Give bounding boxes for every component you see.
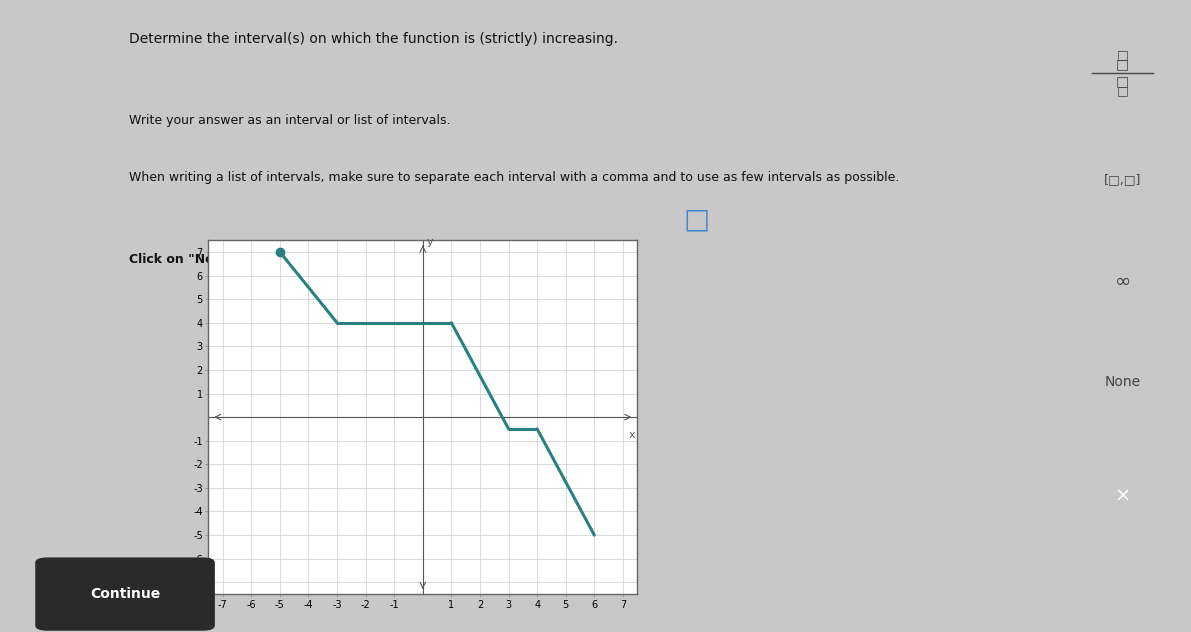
Text: ×: × [1115, 487, 1130, 506]
Text: x: x [629, 430, 635, 440]
Text: Write your answer as an interval or list of intervals.: Write your answer as an interval or list… [129, 114, 450, 127]
Text: □: □ [1117, 84, 1128, 97]
Text: □: □ [1117, 48, 1128, 61]
Text: [□,□]: [□,□] [1104, 174, 1141, 186]
Text: □
□: □ □ [1116, 58, 1129, 88]
Text: Continue: Continue [91, 587, 160, 601]
Text: ∞: ∞ [1115, 272, 1130, 291]
Text: y: y [428, 237, 434, 247]
Text: □: □ [684, 205, 710, 233]
FancyBboxPatch shape [36, 557, 214, 631]
Text: None: None [1104, 375, 1141, 389]
Text: When writing a list of intervals, make sure to separate each interval with a com: When writing a list of intervals, make s… [129, 171, 899, 184]
Text: Click on "None" if applicable.: Click on "None" if applicable. [129, 253, 332, 266]
Text: Determine the interval(s) on which the function is (strictly) increasing.: Determine the interval(s) on which the f… [129, 32, 618, 46]
